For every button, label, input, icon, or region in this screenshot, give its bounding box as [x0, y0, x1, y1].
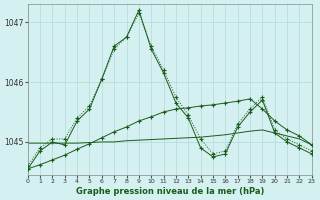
X-axis label: Graphe pression niveau de la mer (hPa): Graphe pression niveau de la mer (hPa)	[76, 187, 264, 196]
